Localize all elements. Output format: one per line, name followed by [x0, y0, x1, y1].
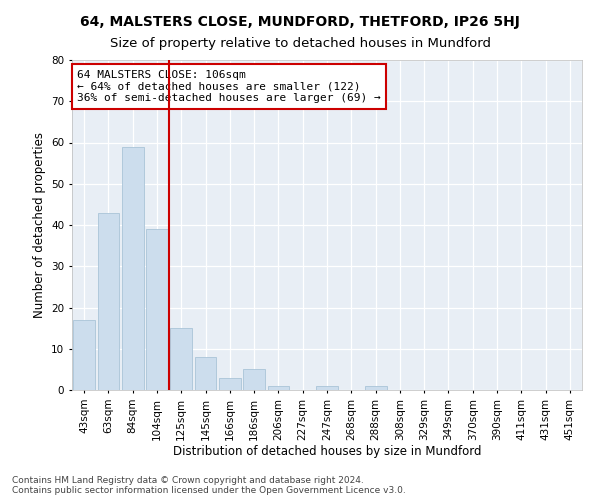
Bar [268, 386, 289, 390]
Text: 64, MALSTERS CLOSE, MUNDFORD, THETFORD, IP26 5HJ: 64, MALSTERS CLOSE, MUNDFORD, THETFORD, … [80, 15, 520, 29]
Bar [170, 328, 192, 390]
Bar [194, 357, 217, 390]
Y-axis label: Number of detached properties: Number of detached properties [32, 132, 46, 318]
X-axis label: Distribution of detached houses by size in Mundford: Distribution of detached houses by size … [173, 446, 481, 458]
Text: 64 MALSTERS CLOSE: 106sqm
← 64% of detached houses are smaller (122)
36% of semi: 64 MALSTERS CLOSE: 106sqm ← 64% of detac… [77, 70, 381, 103]
Text: Contains HM Land Registry data © Crown copyright and database right 2024.
Contai: Contains HM Land Registry data © Crown c… [12, 476, 406, 495]
Bar [73, 320, 95, 390]
Bar [365, 386, 386, 390]
Bar [219, 378, 241, 390]
Bar [316, 386, 338, 390]
Bar [97, 212, 119, 390]
Text: Size of property relative to detached houses in Mundford: Size of property relative to detached ho… [110, 38, 491, 51]
Bar [146, 229, 168, 390]
Bar [122, 146, 143, 390]
Bar [243, 370, 265, 390]
